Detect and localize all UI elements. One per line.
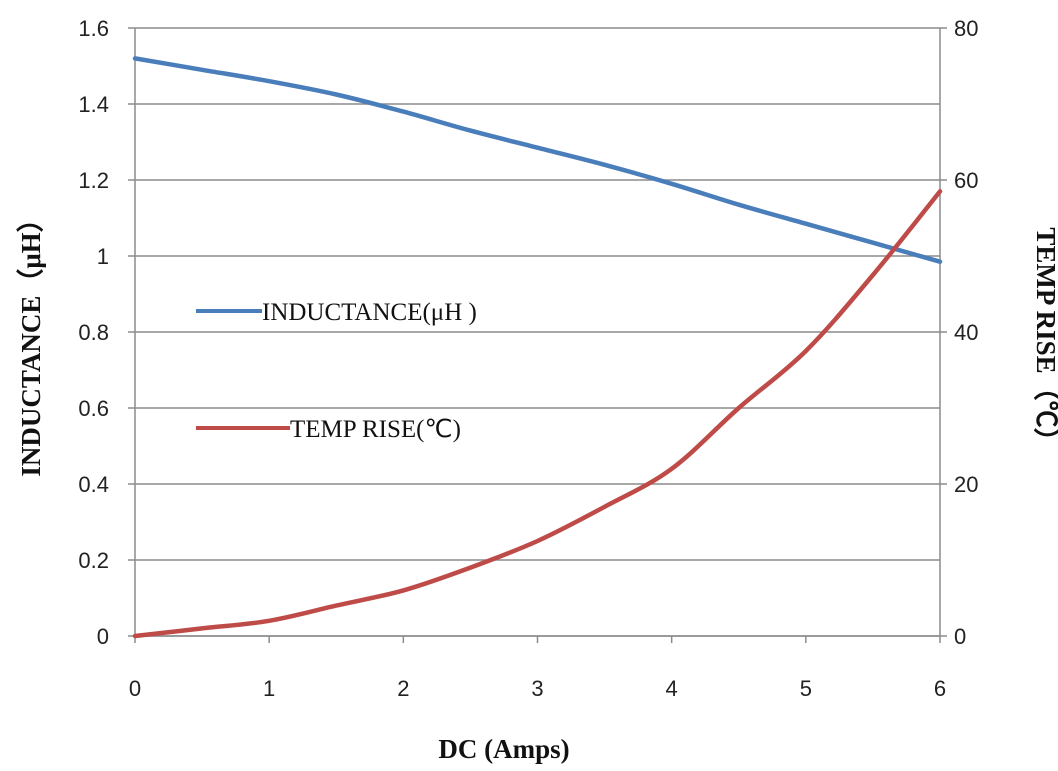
x-tick-label: 1 [263,676,275,701]
y-left-tick-label: 1.4 [78,92,109,117]
x-axis-title: DC (Amps) [438,734,569,764]
grid-lines [135,27,940,637]
y-right-tick-label: 40 [954,320,978,345]
x-tick-label: 5 [800,676,812,701]
y-right-tick-label: 0 [954,624,966,649]
legend: INDUCTANCE(μH ) TEMP RISE(℃) [196,299,477,443]
y-right-tick-label: 60 [954,168,978,193]
x-tick-label: 2 [397,676,409,701]
series-line-inductance [132,56,943,264]
y-right-tick-label: 20 [954,472,978,497]
y-left-tick-label: 1.6 [78,16,109,41]
y-right-axis-title: TEMP RISE（℃） [1031,227,1058,454]
x-tick-label: 3 [531,676,543,701]
y-left-axis-ticks: 0 0.2 0.4 0.6 0.8 1 1.2 1.4 1.6 [78,16,109,649]
series-line-temp-rise [132,189,943,639]
y-left-tick-label: 1 [97,244,109,269]
y-left-tick-label: 0.4 [78,472,109,497]
y-left-tick-label: 0.2 [78,548,109,573]
y-left-tick-label: 0.8 [78,320,109,345]
y-left-tick-label: 1.2 [78,168,109,193]
y-left-tick-label: 0.6 [78,396,109,421]
legend-label-inductance: INDUCTANCE(μH ) [262,299,477,326]
y-left-axis-title: INDUCTANCE（μH） [16,205,46,476]
y-right-axis-ticks: 0 20 40 60 80 [954,16,978,649]
legend-label-temp-rise: TEMP RISE(℃) [290,416,461,443]
axes [128,27,947,643]
x-tick-label: 6 [934,676,946,701]
y-left-tick-label: 0 [97,624,109,649]
x-tick-label: 0 [129,676,141,701]
series-lines [132,56,943,639]
x-axis-ticks: 0 1 2 3 4 5 6 [129,676,946,701]
x-tick-label: 4 [666,676,678,701]
y-right-tick-label: 80 [954,16,978,41]
